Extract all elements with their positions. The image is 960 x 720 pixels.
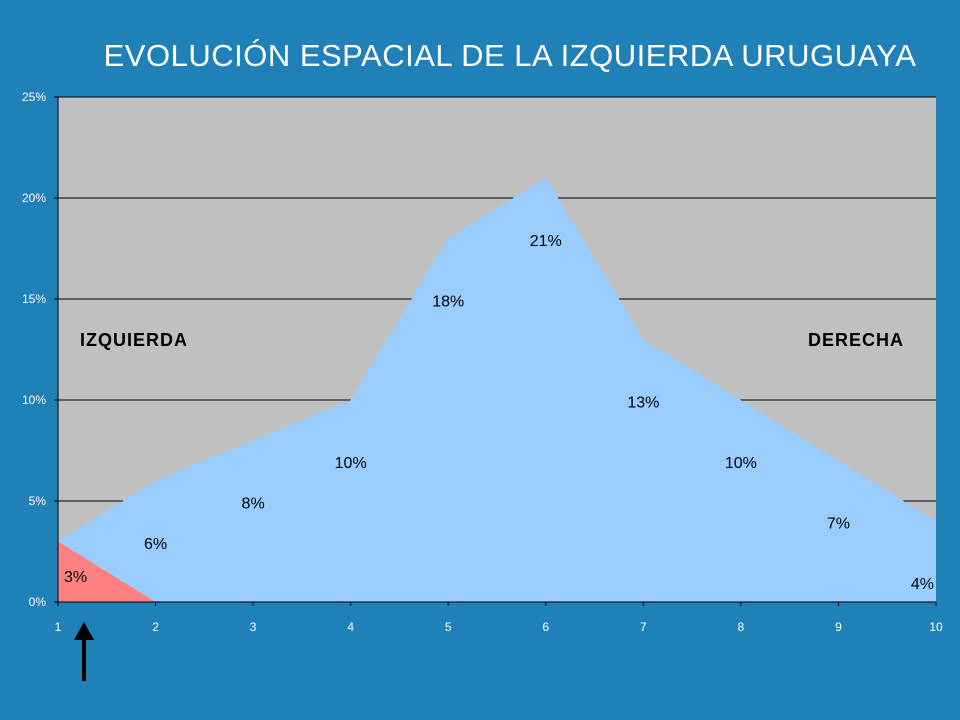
x-tick-label: 7 [640, 620, 647, 634]
x-tick-label: 5 [445, 620, 452, 634]
y-tick-label: 20% [22, 191, 46, 205]
y-axis-ticks: 0% 5% 10% 15% 20% 25% [22, 90, 58, 609]
area-series-main [58, 177, 936, 603]
x-tick-label: 2 [152, 620, 159, 634]
data-label: 6% [144, 536, 167, 553]
x-tick-label: 4 [347, 620, 354, 634]
x-tick-label: 8 [738, 620, 745, 634]
annotation-derecha: DERECHA [808, 330, 904, 350]
y-tick-label: 25% [22, 90, 46, 104]
x-tick-label: 9 [835, 620, 842, 634]
x-tick-label: 6 [542, 620, 549, 634]
data-label: 10% [335, 455, 367, 472]
y-tick-label: 15% [22, 292, 46, 306]
x-tick-label: 1 [55, 620, 62, 634]
arrow-head [74, 622, 94, 640]
chart-title: EVOLUCIÓN ESPACIAL DE LA IZQUIERDA URUGU… [103, 38, 917, 73]
data-label: 8% [242, 495, 265, 512]
data-labels: 6% 8% 10% 18% 21% 13% 10% 7% 4% 3% [64, 233, 934, 593]
area-series-left [58, 541, 156, 602]
data-label: 21% [530, 233, 562, 250]
data-label: 7% [827, 516, 850, 533]
data-label: 3% [64, 569, 87, 586]
data-label: 4% [911, 576, 934, 593]
data-label: 18% [432, 293, 464, 310]
y-tick-label: 10% [22, 393, 46, 407]
axes [57, 97, 936, 603]
up-arrow-icon [74, 622, 94, 681]
data-label: 13% [627, 394, 659, 411]
annotation-izquierda: IZQUIERDA [80, 330, 188, 350]
x-tick-label: 3 [250, 620, 257, 634]
x-axis-ticks: 1 2 3 4 5 6 7 8 9 10 [55, 602, 943, 634]
data-label: 10% [725, 455, 757, 472]
x-tick-label: 10 [929, 620, 943, 634]
y-tick-label: 5% [29, 494, 47, 508]
y-tick-label: 0% [29, 595, 47, 609]
